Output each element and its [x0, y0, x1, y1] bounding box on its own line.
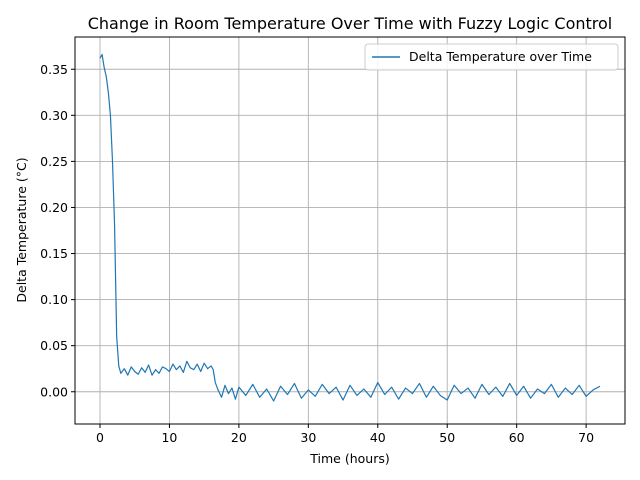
series-layer [99, 53, 601, 402]
y-tick-label: 0.30 [40, 108, 68, 123]
y-tick-label: 0.15 [40, 246, 68, 261]
x-tick-label: 60 [509, 430, 525, 445]
legend-label: Delta Temperature over Time [409, 49, 592, 64]
x-tick-label: 50 [439, 430, 455, 445]
y-tick-label: 0.35 [40, 62, 68, 77]
x-tick-label: 0 [96, 430, 104, 445]
chart-title: Change in Room Temperature Over Time wit… [88, 14, 613, 33]
x-tick-label: 20 [231, 430, 247, 445]
y-tick-label: 0.20 [40, 200, 68, 215]
x-tick-label: 10 [161, 430, 177, 445]
x-tick-label: 40 [370, 430, 386, 445]
y-tick-label: 0.05 [40, 338, 68, 353]
x-axis-label: Time (hours) [309, 451, 389, 466]
legend-box [364, 43, 619, 71]
x-tick-label: 70 [578, 430, 594, 445]
grid-lines [75, 37, 625, 424]
x-axis-ticks: 0 10 20 30 40 50 60 70 [96, 424, 594, 445]
series-line [99, 53, 601, 402]
y-tick-label: 0.00 [40, 384, 68, 399]
plot-frame [74, 36, 626, 425]
x-tick-label: 30 [300, 430, 316, 445]
y-axis-ticks: 0.00 0.05 0.10 0.15 0.20 0.25 0.30 0.35 [40, 62, 75, 399]
y-tick-label: 0.25 [40, 154, 68, 169]
legend: Delta Temperature over Time [364, 43, 619, 71]
y-tick-label: 0.10 [40, 292, 68, 307]
y-axis-label: Delta Temperature (°C) [14, 157, 29, 302]
